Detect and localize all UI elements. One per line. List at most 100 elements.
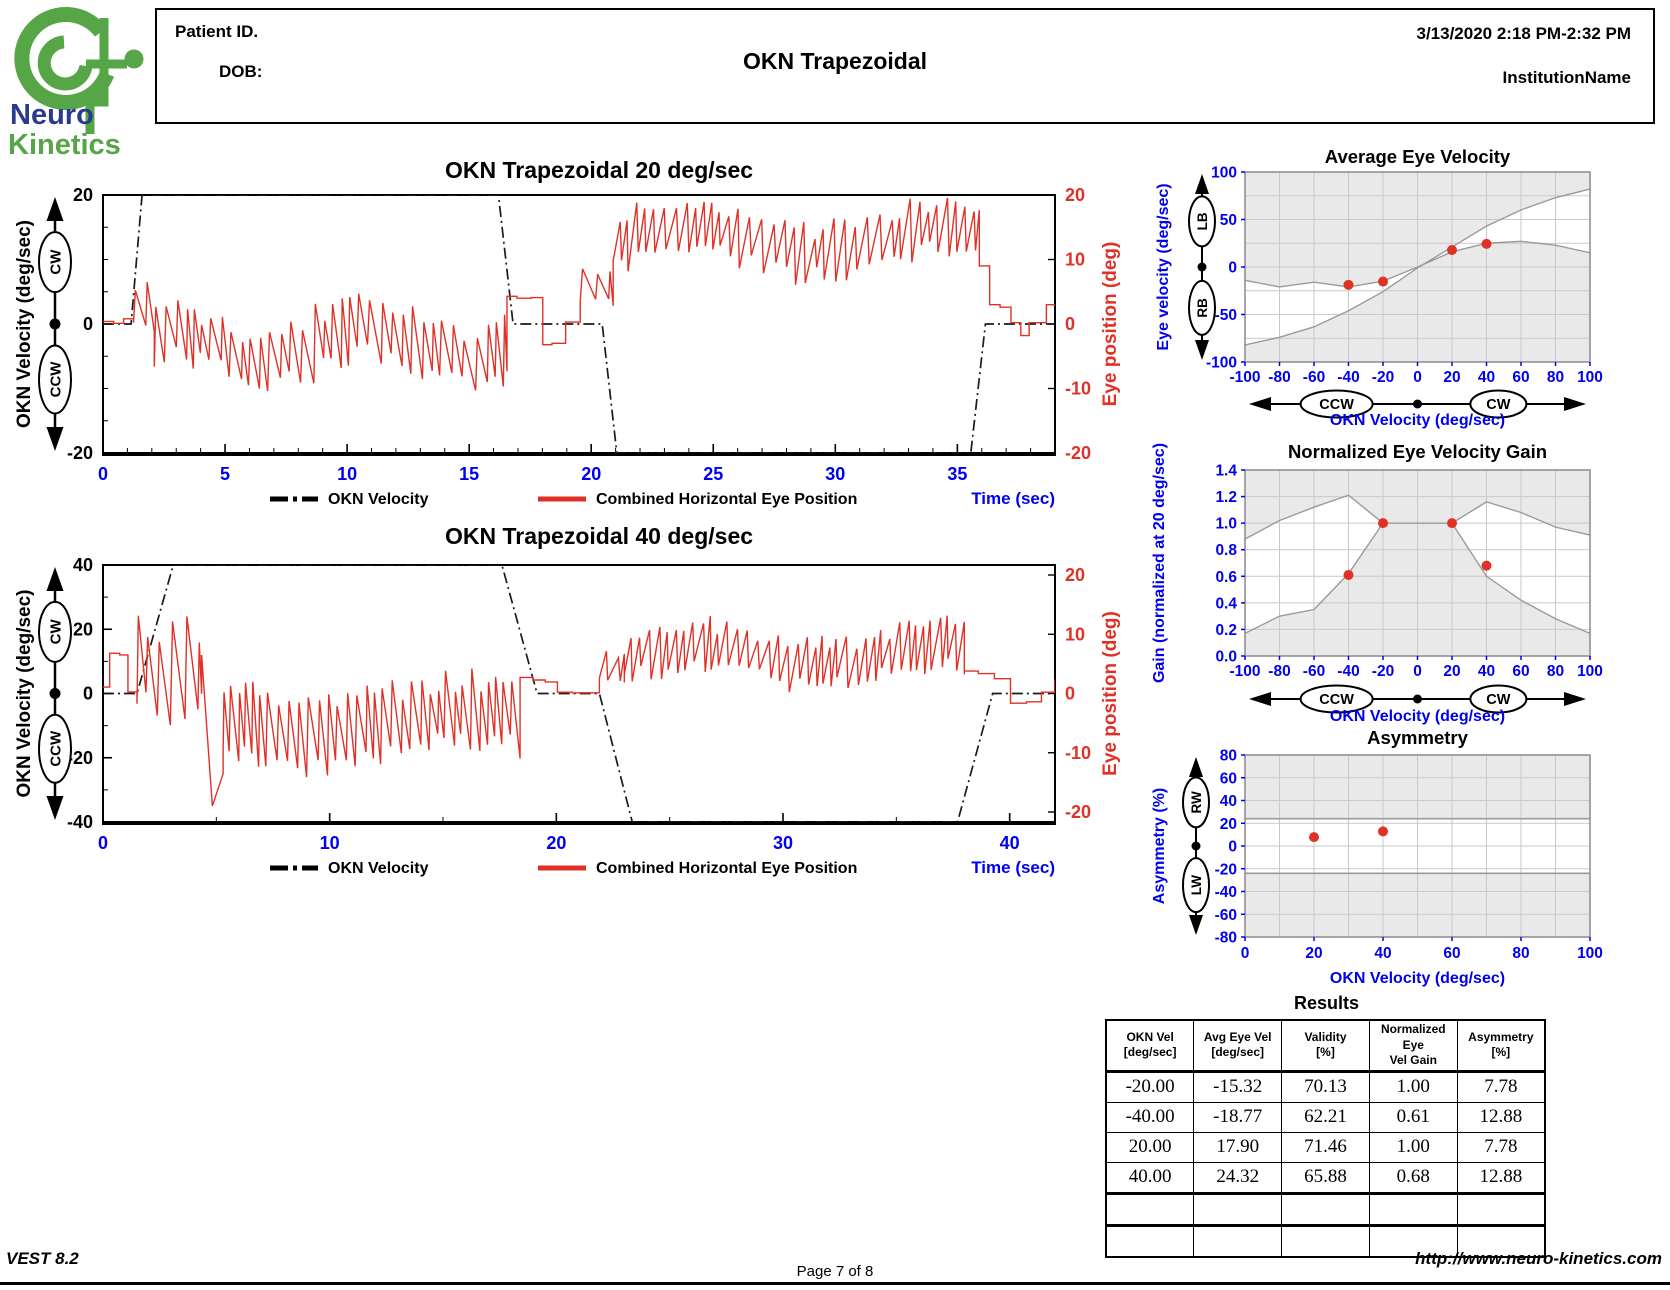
svg-text:OKN Velocity (deg/sec): OKN Velocity (deg/sec) [1330,412,1505,429]
svg-text:0.8: 0.8 [1215,542,1237,559]
svg-text:Eye position (deg): Eye position (deg) [1100,242,1121,407]
report-datetime: 3/13/2020 2:18 PM-2:32 PM [1416,24,1631,43]
logo-spiral-inner [37,35,93,91]
svg-text:RW: RW [1189,791,1204,814]
results-table: OKN Vel [deg/sec] Avg Eye Vel [deg/sec] Vali… [1105,1019,1546,1258]
results-row: 40.00 24.32 65.88 0.68 12.88 [1105,1161,1546,1194]
results-cell: 62.21 [1281,1101,1370,1133]
results-cell: 70.13 [1281,1070,1370,1103]
svg-text:0: 0 [1065,684,1075,704]
svg-text:CW: CW [1486,397,1510,413]
logo-dot [124,49,144,69]
results-cell: 7.78 [1456,1070,1546,1103]
svg-text:0: 0 [1065,314,1075,334]
results-cell: 0.61 [1368,1101,1458,1133]
results-col-header: OKN Vel [deg/sec] [1105,1019,1195,1073]
svg-text:-40: -40 [1337,663,1359,680]
website-url: http://www.neuro-kinetics.com [1415,1249,1662,1268]
svg-text:Gain (normalized at 20 deg/sec: Gain (normalized at 20 deg/sec) [1151,443,1168,683]
svg-text:-60: -60 [1303,369,1325,386]
svg-text:40: 40 [1000,833,1020,853]
svg-text:-20: -20 [1372,663,1394,680]
svg-text:40: 40 [1478,663,1495,680]
svg-text:30: 30 [825,464,845,484]
svg-text:-80: -80 [1268,369,1290,386]
results-row: 20.00 17.90 71.46 1.00 7.78 [1105,1131,1546,1163]
svg-text:Eye position (deg): Eye position (deg) [1100,611,1121,776]
svg-text:1.2: 1.2 [1215,489,1237,506]
svg-text:-40: -40 [1215,884,1237,901]
chart-okn-trapezoidal-20: OKN Trapezoidal 20 deg/sec 0 5 10 15 20 25 30 35… [14,157,1121,508]
results-section: Results OKN Vel [deg/sec] Avg Eye Vel [deg/… [1105,993,1548,1258]
svg-text:0.6: 0.6 [1215,569,1237,586]
svg-text:OKN Velocity (deg/sec): OKN Velocity (deg/sec) [14,589,35,797]
results-cell: -40.00 [1105,1101,1195,1133]
svg-text:20: 20 [73,185,93,205]
chart-asymmetry: Asymmetry 0 20 40 60 80 100 80 60 40 20 0 -20 -40 -60 -… [1151,727,1603,987]
svg-text:80: 80 [1512,945,1529,962]
svg-text:OKN Velocity (deg/sec): OKN Velocity (deg/sec) [1330,708,1505,725]
svg-text:80: 80 [1220,748,1237,765]
chart-okn-trapezoidal-40: OKN Trapezoidal 40 deg/sec 0 10 20 30 40 40 20 0… [14,523,1121,877]
svg-text:100: 100 [1211,165,1237,182]
neuro-kinetics-logo: Neuro Kinetics [8,7,144,161]
results-col-header: Asymmetry [%] [1456,1019,1546,1073]
results-row: -40.00 -18.77 62.21 0.61 12.88 [1105,1101,1546,1133]
svg-text:Combined Horizontal Eye Positi: Combined Horizontal Eye Position [596,491,857,508]
svg-text:1.0: 1.0 [1215,516,1237,533]
chart-average-eye-velocity: Average Eye Velocity -100 -80 -60 -40 -20 0 20 4… [1155,146,1603,429]
svg-text:-10: -10 [1065,743,1091,763]
results-col-header: Avg Eye Vel [deg/sec] [1193,1019,1283,1073]
results-col-header: Normalized Eye Vel Gain [1368,1019,1458,1073]
page-number: Page 7 of 8 [796,1263,874,1280]
svg-text:CW: CW [47,618,64,644]
svg-text:-100: -100 [1229,369,1260,386]
svg-text:LW: LW [1189,875,1204,896]
results-cell: 1.00 [1368,1131,1458,1163]
svg-text:20: 20 [1305,945,1322,962]
results-cell: 71.46 [1281,1131,1370,1163]
results-cell: -15.32 [1193,1070,1283,1103]
report-title: OKN Trapezoidal [742,48,928,74]
svg-text:CCW: CCW [1319,397,1354,413]
svg-text:20: 20 [73,619,93,639]
results-cell: 20.00 [1105,1131,1195,1163]
svg-text:20: 20 [546,833,566,853]
results-empty-row [1105,1223,1546,1258]
svg-text:60: 60 [1220,770,1237,787]
svg-text:0: 0 [83,684,93,704]
svg-text:-60: -60 [1303,663,1325,680]
svg-text:10: 10 [320,833,340,853]
svg-text:-20: -20 [1372,369,1394,386]
logo-text-kinetics: Kinetics [8,129,121,161]
svg-text:Normalized Eye Velocity Gain: Normalized Eye Velocity Gain [1288,441,1547,462]
svg-text:OKN Velocity (deg/sec): OKN Velocity (deg/sec) [1330,970,1505,987]
chart-normalized-eye-velocity-gain: Normalized Eye Velocity Gain -100 -80 -60 -4… [1151,441,1603,725]
results-cell: -20.00 [1105,1070,1195,1103]
svg-text:30: 30 [773,833,793,853]
svg-text:20: 20 [581,464,601,484]
results-cell: 7.78 [1456,1131,1546,1163]
svg-text:60: 60 [1512,369,1529,386]
results-cell: -18.77 [1193,1101,1283,1133]
svg-text:0.0: 0.0 [1215,649,1237,666]
svg-text:OKN Velocity: OKN Velocity [328,860,429,877]
results-cell: 24.32 [1193,1161,1283,1194]
logo-text-neuro: Neuro [10,99,94,131]
results-cell: 12.88 [1456,1101,1546,1133]
svg-text:0: 0 [1241,945,1250,962]
svg-text:40: 40 [1478,369,1495,386]
svg-text:20: 20 [1220,816,1237,833]
svg-text:20: 20 [1443,663,1460,680]
svg-text:-20: -20 [67,443,93,463]
svg-text:0.4: 0.4 [1215,595,1237,612]
svg-text:OKN Trapezoidal 40 deg/sec: OKN Trapezoidal 40 deg/sec [445,523,753,549]
svg-text:Time (sec): Time (sec) [971,858,1055,877]
svg-text:Average Eye Velocity: Average Eye Velocity [1325,146,1511,167]
svg-text:5: 5 [220,464,230,484]
svg-text:60: 60 [1443,945,1460,962]
logo-spiral-outer [14,7,115,110]
footer-divider [0,1282,1670,1285]
svg-text:-100: -100 [1229,663,1260,680]
svg-text:0: 0 [1413,369,1422,386]
